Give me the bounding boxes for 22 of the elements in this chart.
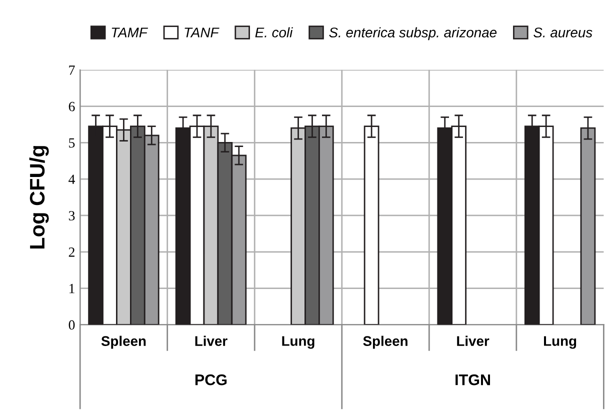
- y-tick-label: 6: [68, 102, 75, 112]
- y-tick-label: 5: [69, 138, 75, 148]
- text: ITGN: [456, 374, 490, 386]
- legend-label: S. enterica subsp. arizonae: [329, 27, 497, 40]
- x-tick-label: Lung: [544, 336, 576, 349]
- legend-label: E. coli: [255, 27, 293, 38]
- y-tick-label: 1: [69, 284, 74, 294]
- legend-label: TAMF: [112, 28, 148, 38]
- legend-label: S. aureus: [534, 28, 592, 38]
- x-tick-label: Spleen: [363, 336, 408, 349]
- legend-label: TANF: [184, 28, 220, 38]
- y-tick-label: 7: [69, 66, 75, 75]
- x-tick-label: Spleen: [101, 336, 146, 349]
- y-axis-title: Log CFU/g: [29, 146, 49, 249]
- x-tick-label: Liver: [195, 336, 228, 346]
- text: PCG: [195, 374, 227, 386]
- y-tick-label: 4: [68, 174, 75, 184]
- x-tick-label: Lung: [282, 336, 314, 349]
- y-tick-label: 0: [68, 320, 75, 330]
- x-tick-label: Liver: [457, 336, 490, 346]
- y-tick-label: 3: [68, 211, 75, 220]
- y-tick-label: 2: [68, 248, 74, 257]
